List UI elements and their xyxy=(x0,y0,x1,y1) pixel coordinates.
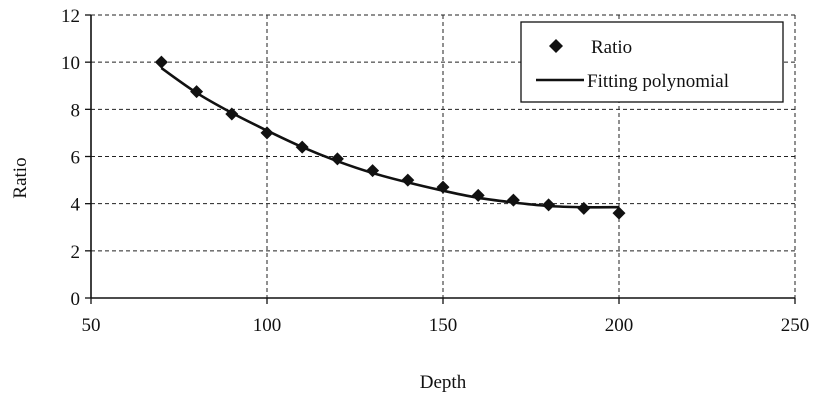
ratio-data-point xyxy=(542,198,556,212)
ratio-data-point xyxy=(401,173,415,187)
ratio-data-point xyxy=(330,152,344,166)
tick-labels: 0 2 4 6 8 10 12 50 100 150 200 250 xyxy=(61,6,809,336)
y-tick-label: 12 xyxy=(61,6,80,27)
x-tick-label: 50 xyxy=(82,315,101,336)
ratio-data-point xyxy=(225,107,239,121)
ratio-data-point xyxy=(154,55,168,69)
ratio-data-point xyxy=(577,201,591,215)
legend-ratio-marker xyxy=(549,39,563,53)
ratio-series xyxy=(154,55,626,220)
legend-ratio-label: Ratio xyxy=(591,37,632,58)
y-tick-label: 2 xyxy=(71,242,81,263)
axes xyxy=(85,14,796,304)
ratio-data-point xyxy=(366,164,380,178)
legend-box xyxy=(520,21,784,103)
ratio-data-point xyxy=(471,188,485,202)
ratio-data-point xyxy=(506,193,520,207)
ratio-data-point xyxy=(612,206,626,220)
ratio-data-point xyxy=(190,85,204,99)
y-axis-title: Ratio xyxy=(10,157,31,198)
legend: Ratio Fitting polynomial xyxy=(520,21,784,103)
x-tick-label: 100 xyxy=(253,315,282,336)
grid-lines xyxy=(91,14,796,298)
ratio-data-point xyxy=(436,180,450,194)
y-tick-label: 4 xyxy=(71,195,81,216)
ratio-data-point xyxy=(295,140,309,154)
y-tick-label: 8 xyxy=(71,100,81,121)
x-tick-label: 150 xyxy=(429,315,458,336)
legend-fitting-label: Fitting polynomial xyxy=(587,71,729,92)
x-tick-label: 250 xyxy=(781,315,810,336)
y-tick-label: 0 xyxy=(71,289,81,310)
x-axis-title: Depth xyxy=(420,372,467,393)
y-tick-label: 6 xyxy=(71,148,81,169)
y-tick-label: 10 xyxy=(61,53,80,74)
ratio-data-point xyxy=(260,126,274,140)
x-tick-label: 200 xyxy=(605,315,634,336)
